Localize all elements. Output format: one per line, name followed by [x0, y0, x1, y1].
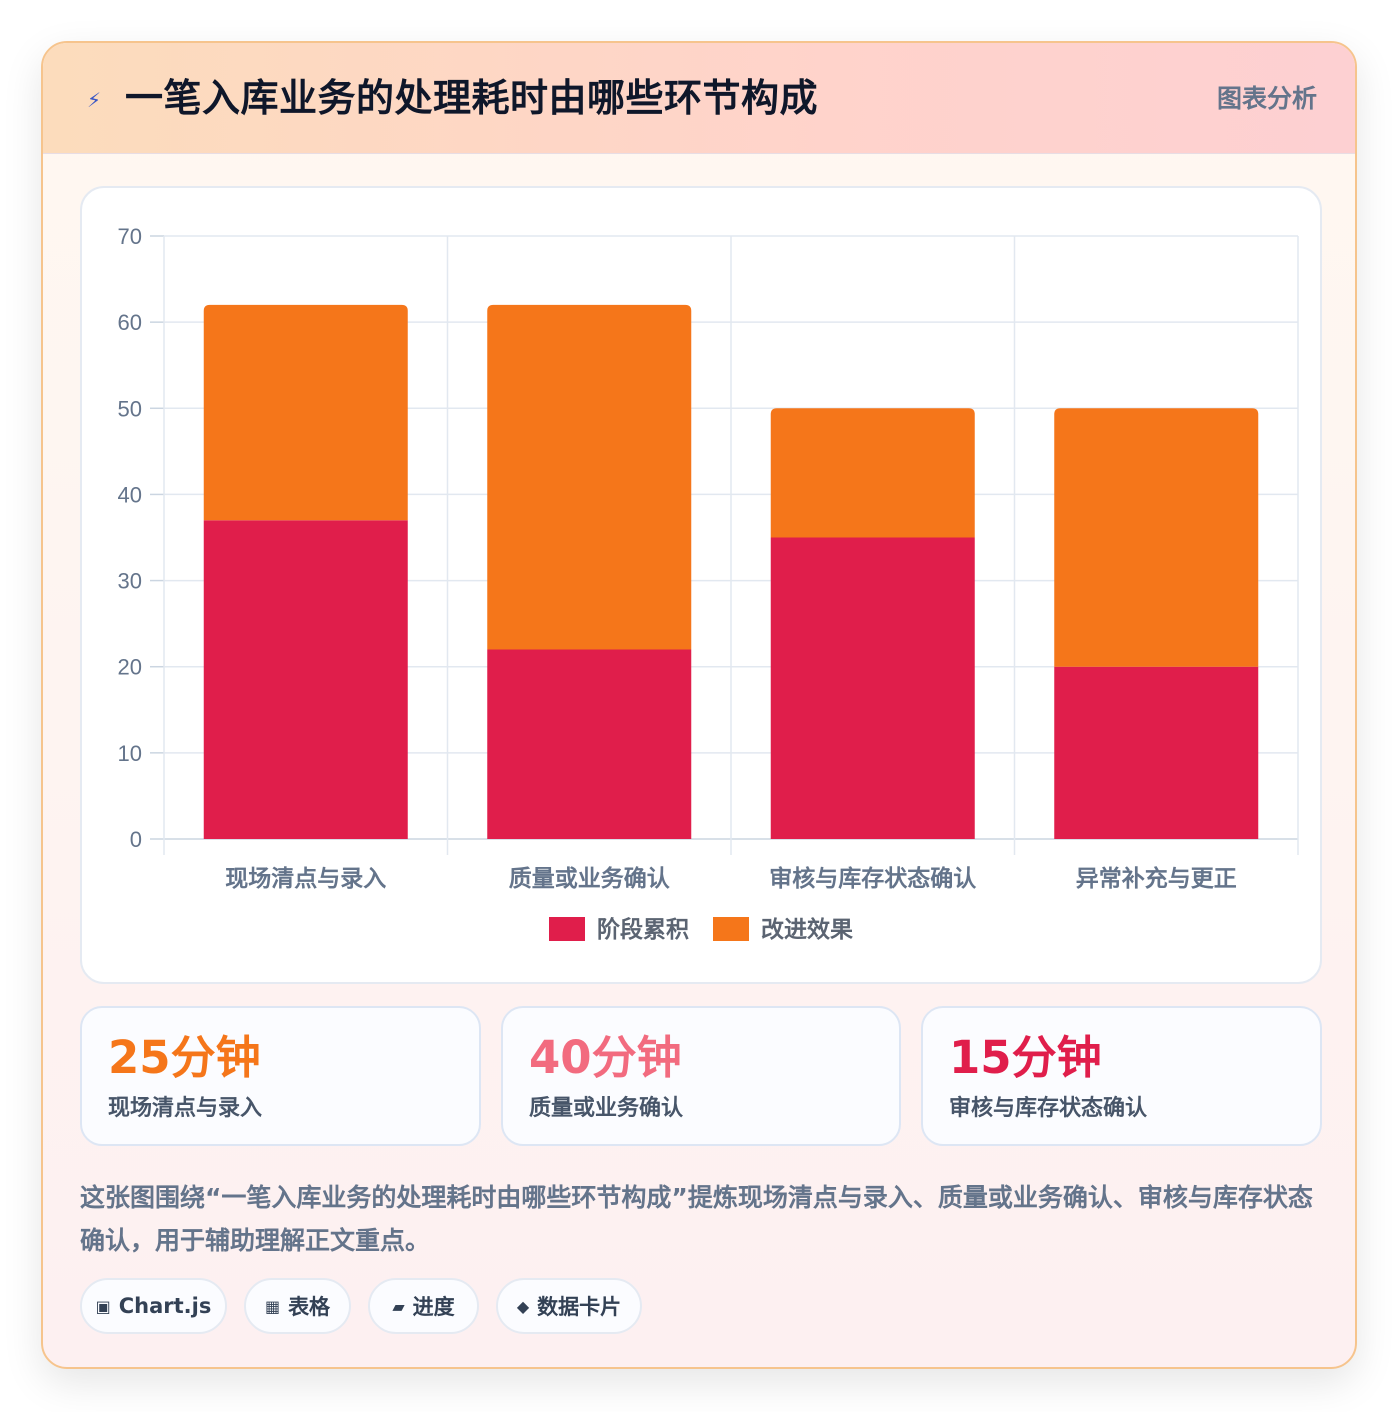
card-header: ⚡ 一笔入库业务的处理耗时由哪些环节构成 图表分析 — [43, 43, 1355, 154]
chip-progress[interactable]: ▰ 进度 — [368, 1278, 479, 1334]
chip-data-card[interactable]: ◆ 数据卡片 — [496, 1278, 642, 1334]
stat-label: 审核与库存状态确认 — [949, 1096, 1148, 1121]
y-tick-label: 10 — [118, 741, 142, 766]
chip-label: 数据卡片 — [537, 1295, 622, 1319]
x-tick-label: 异常补充与更正 — [1076, 865, 1237, 892]
y-tick-label: 30 — [118, 569, 142, 594]
legend-swatch — [549, 917, 585, 941]
bar-segment — [770, 537, 975, 839]
bar-segment — [487, 649, 692, 839]
y-tick-label: 20 — [118, 655, 142, 680]
chart-card: ⚡ 一笔入库业务的处理耗时由哪些环节构成 图表分析 0 10 20 30 40 50 60 7… — [41, 41, 1357, 1369]
y-tick-label: 50 — [118, 396, 142, 421]
y-tick-label: 70 — [118, 224, 142, 249]
legend-label: 改进效果 — [761, 916, 853, 943]
chip-label: 进度 — [412, 1295, 455, 1319]
bar-segment — [770, 408, 975, 538]
stacked-bar-chart: 0 10 20 30 40 50 60 70 现场清点与录入 质量或业务确认 审核与库存状态确认 异常… — [118, 224, 1299, 943]
bar-segment — [1054, 408, 1259, 667]
legend-swatch — [713, 917, 749, 941]
y-tick-label: 60 — [118, 310, 142, 335]
chart-description: 这张图围绕“一笔入库业务的处理耗时由哪些环节构成”提炼现场清点与录入、质量或业务… — [80, 1183, 1313, 1255]
x-tick-label: 审核与库存状态确认 — [769, 865, 976, 892]
bar-segment — [203, 304, 408, 521]
stat-value: 40分钟 — [529, 1031, 682, 1084]
stat-card-3: 15分钟 审核与库存状态确认 — [921, 1006, 1322, 1146]
stat-card-2: 40分钟 质量或业务确认 — [501, 1006, 901, 1146]
legend-label: 阶段累积 — [597, 916, 689, 943]
chip-table[interactable]: ▦ 表格 — [244, 1278, 351, 1334]
stat-label: 现场清点与录入 — [108, 1096, 263, 1121]
chart-panel: 0 10 20 30 40 50 60 70 现场清点与录入 质量或业务确认 审核与库存状态确认 异常… — [80, 186, 1322, 984]
stat-value: 15分钟 — [949, 1031, 1102, 1084]
stat-value: 25分钟 — [108, 1031, 261, 1084]
y-tick-label: 40 — [118, 482, 142, 507]
progress-icon: ▰ — [392, 1296, 405, 1316]
stat-card-1: 25分钟 现场清点与录入 — [80, 1006, 481, 1146]
stat-label: 质量或业务确认 — [529, 1096, 684, 1121]
data-card-icon: ◆ — [516, 1296, 530, 1316]
x-tick-label: 现场清点与录入 — [225, 866, 386, 892]
bar-segment — [1054, 666, 1259, 839]
bar-segment — [487, 304, 692, 650]
chip-label: Chart.js — [118, 1294, 212, 1318]
chip-chartjs[interactable]: ▣ Chart.js — [80, 1278, 227, 1334]
chip-label: 表格 — [288, 1295, 331, 1319]
bar-segment — [203, 520, 408, 839]
lightning-icon: ⚡ — [87, 88, 102, 112]
chart-analysis-tag: 图表分析 — [1216, 84, 1317, 113]
chart-icon: ▣ — [95, 1296, 111, 1316]
table-icon: ▦ — [264, 1296, 281, 1316]
y-tick-label: 0 — [130, 827, 142, 852]
card-title: 一笔入库业务的处理耗时由哪些环节构成 — [125, 76, 819, 120]
x-tick-label: 质量或业务确认 — [509, 866, 670, 892]
